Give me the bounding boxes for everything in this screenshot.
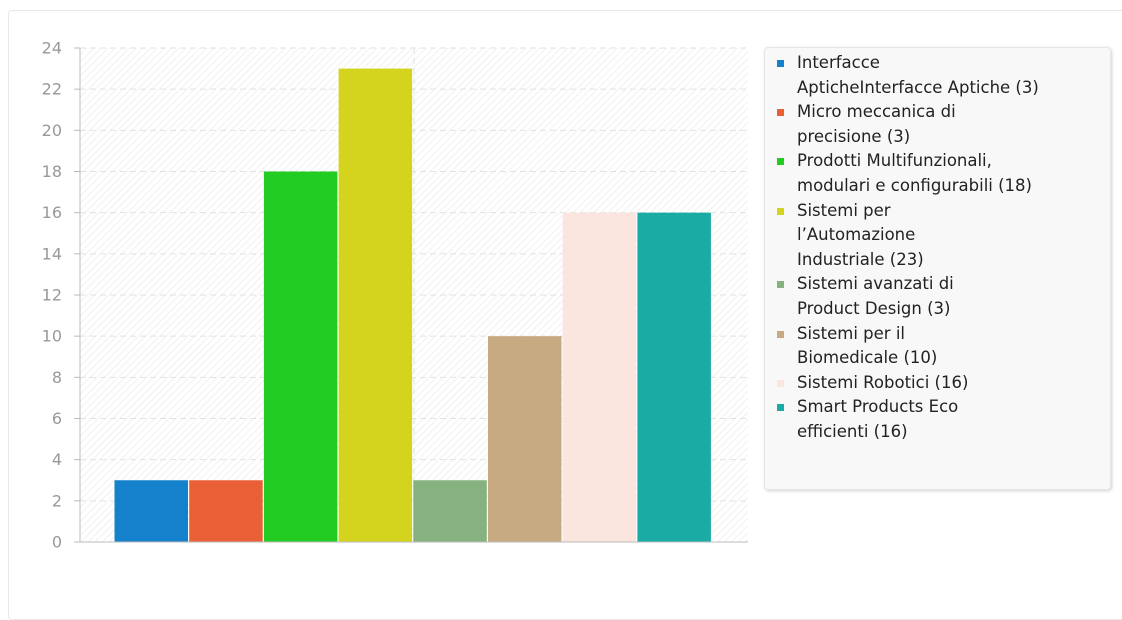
legend-swatch (777, 404, 784, 412)
legend-swatch (777, 281, 784, 289)
legend-label: Interfacce (797, 53, 880, 72)
legend-item[interactable]: Sistemi avanzati di Product Design (3) (777, 272, 1102, 321)
legend-item[interactable]: Interfacce ApticheInterfacce Aptiche (3) (777, 51, 1102, 100)
legend-label: Sistemi Robotici (16) (797, 372, 969, 392)
bar[interactable] (338, 68, 413, 542)
gridlines (80, 47, 748, 542)
legend-item[interactable]: Sistemi Robotici (16) (777, 371, 1102, 396)
y-tick-label: 14 (42, 244, 62, 263)
y-tick-label: 0 (52, 533, 62, 552)
y-tick-label: 16 (42, 203, 62, 222)
bar[interactable] (413, 480, 487, 542)
bar[interactable] (114, 480, 189, 542)
bar[interactable] (189, 480, 263, 542)
legend-label: Prodotti Multifunzionali, (797, 151, 992, 171)
legend-label: Product Design (3) (797, 298, 951, 318)
y-tick-label: 6 (52, 409, 62, 428)
legend-label: Biomedicale (10) (797, 348, 938, 368)
y-tick-label: 2 (52, 491, 62, 510)
legend-swatch (777, 379, 784, 387)
legend-label: l’Automazione (797, 225, 916, 245)
bars (114, 68, 711, 543)
y-tick-label: 22 (42, 80, 62, 99)
legend-label: Micro meccanica di (797, 102, 956, 122)
y-tick-label: 8 (52, 368, 62, 387)
y-tick-label: 20 (42, 121, 62, 140)
legend-label: efficienti (16) (797, 421, 908, 441)
legend-item[interactable]: Micro meccanica di precisione (3) (777, 100, 1102, 149)
legend-label: Industriale (23) (797, 249, 924, 269)
legend-label: Smart Products Eco (797, 397, 959, 417)
legend-item[interactable]: Sistemi per il Biomedicale (10) (777, 322, 1102, 371)
legend-swatch (777, 207, 784, 215)
bar[interactable] (263, 171, 338, 543)
bar[interactable] (637, 212, 711, 542)
legend-swatch (777, 60, 784, 67)
legend-swatch (777, 158, 784, 166)
legend: Interfacce ApticheInterfacce Aptiche (3) M… (764, 47, 1111, 490)
y-tick-label: 24 (42, 39, 62, 58)
legend-swatch (777, 330, 784, 338)
bar[interactable] (562, 212, 637, 542)
y-tick-label: 12 (42, 286, 62, 305)
bar[interactable] (488, 336, 562, 542)
legend-item[interactable]: Sistemi per l’Automazione Industriale (23) (777, 199, 1102, 273)
legend-label: Sistemi per il (797, 323, 905, 343)
y-tick-label: 10 (42, 327, 62, 346)
legend-label: Sistemi avanzati di (797, 274, 954, 294)
legend-swatch (777, 109, 784, 117)
legend-label: modulari e configurabili (18) (797, 175, 1032, 195)
y-tick-label: 18 (42, 162, 62, 181)
legend-label: precisione (3) (797, 126, 911, 146)
axes (74, 47, 748, 543)
y-tick-label: 4 (52, 450, 62, 469)
legend-item[interactable]: Prodotti Multifunzionali, modulari e conf… (777, 149, 1102, 198)
legend-item[interactable]: Smart Products Eco efficienti (16) (777, 395, 1102, 444)
legend-label: Sistemi per (797, 200, 891, 220)
legend-label: ApticheInterfacce Aptiche (3) (797, 77, 1039, 97)
